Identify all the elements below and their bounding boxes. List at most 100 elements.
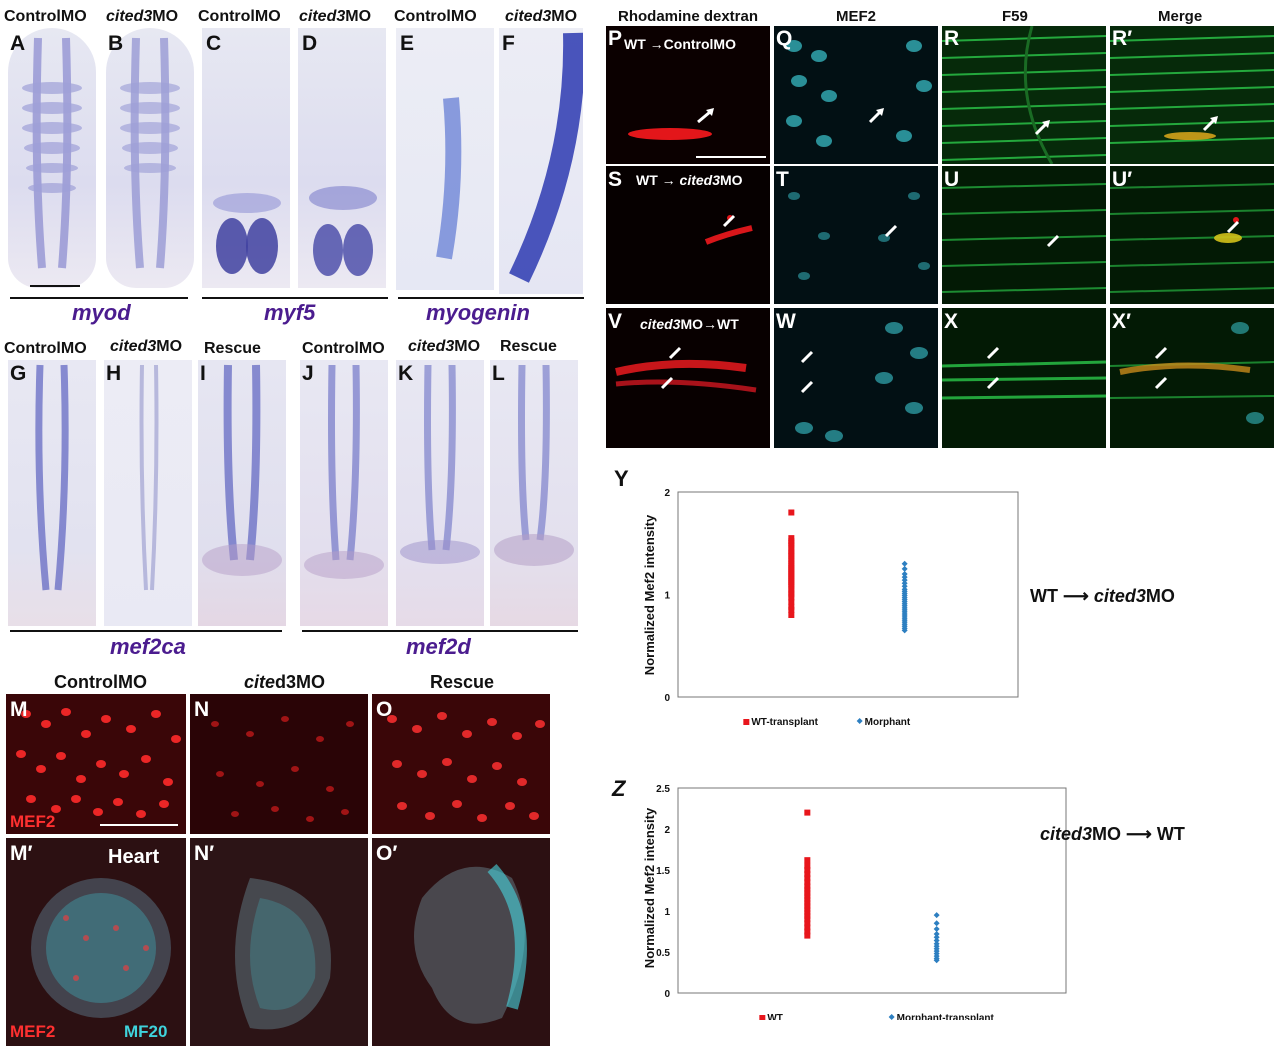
data-point [804,809,811,816]
data-point [788,583,795,590]
data-point [804,879,811,886]
panel-letter-k: K [398,362,414,385]
embryo-stain [22,37,82,269]
legend-marker [743,719,750,725]
merge-overlay [1110,183,1274,293]
heart-stain [31,878,171,1018]
header-rescue-o: Rescue [430,672,495,692]
embryo-stain [35,364,69,591]
label-control-a: ControlMO [4,8,87,25]
panel-letter-g: G [10,362,27,385]
data-point [901,560,908,567]
label-cited-f: cited3MO [505,8,578,25]
data-point [804,906,811,913]
y-axis-label-z: Normalized Mef2 intensity [642,807,657,968]
col-header-f59: F59 [1002,8,1028,25]
mef2-nuclei [786,40,932,147]
panel-letter-w: W [776,310,796,333]
rule-mef2d [302,630,578,632]
panel-letter-b: B [108,32,124,55]
panel-letter-m: M [10,698,28,721]
merge-overlay [1110,322,1274,424]
panel-letter-q: Q [776,27,793,50]
embryo-stain [494,364,574,566]
fluor-panel-op-heart-rescue [372,838,550,1046]
side-label-z: cited3MO ⟶ WT [1040,824,1185,844]
mef2-nuclei [387,712,545,822]
data-point [804,920,811,927]
ish-panel-j-mef2d-control [300,360,388,626]
data-point [788,612,795,618]
ish-panel-k-mef2d-cited [396,360,484,626]
panel-letter-c: C [206,32,222,55]
transplant-label-v: cited3MO→WT [640,316,739,332]
data-point [804,916,811,923]
data-point [804,896,811,903]
panel-letter-j: J [302,362,314,385]
embryo-stain [400,364,480,564]
panel-letter-z: Z [612,776,626,801]
label-cited-d: cited3MO [299,8,372,25]
panel-letter-i: I [200,362,206,385]
data-point [788,557,795,564]
data-point [804,871,811,878]
embryo-stain [213,193,281,274]
data-point [804,932,811,939]
side-label-y: WT ⟶ cited3MO [1030,586,1175,606]
gene-label-myf5: myf5 [264,300,316,325]
panel-letter-n: N [194,698,210,721]
stain-label-mf20: MF20 [124,1022,168,1041]
heart-stain [414,863,527,1024]
y-tick-label: 2.5 [656,784,670,795]
data-point [901,580,908,587]
embryo-stain [509,32,583,283]
data-point [804,912,811,919]
embryo-stain [202,364,282,576]
mef2-nuclei [211,716,354,822]
fluor-panel-m-mef2-control [6,694,186,834]
ish-panel-c-myf5-control [202,28,290,288]
rhodamine-cell [615,346,757,393]
panel-x-f59 [942,308,1106,448]
chart-y-scatter: Normalized Mef2 intensity 0 1 2 WT-transpl… [642,488,1019,728]
data-point [901,577,908,584]
col-header-rhodamine: Rhodamine dextran [618,8,759,25]
panel-up-merge [1110,166,1274,304]
label-control-g: ControlMO [4,340,87,357]
y-tick-label: 1 [664,591,670,602]
heart-stain [235,878,331,1030]
scale-bar-a [30,285,80,287]
panel-letter-u: U [944,168,960,191]
rule-myf5 [202,297,388,299]
label-cited-h: cited3MO [110,338,183,355]
panel-s-rhodamine [606,166,770,304]
panel-letter-up: U′ [1112,168,1133,191]
gene-label-myogenin: myogenin [426,300,530,325]
data-point [901,627,908,634]
data-point [804,899,811,906]
embryo-stain [139,364,159,591]
label-rescue-i: Rescue [204,340,261,357]
data-point [804,924,811,931]
data-point [804,867,811,873]
panel-letter-xp: X′ [1112,310,1132,333]
panel-w-mef2 [774,308,938,448]
data-point [933,957,940,964]
data-point [788,509,795,516]
legend-label: Morphant-transplant [897,1013,995,1020]
data-point [933,937,940,944]
data-point [933,930,940,937]
data-point [804,903,811,910]
data-point [804,875,811,882]
data-point [901,583,908,590]
stain-label-mef2-mp: MEF2 [10,1022,56,1041]
y-tick-label: 0 [664,693,670,704]
panel-xp-merge [1110,308,1274,448]
data-point [804,886,811,893]
plot-area-y [677,491,1019,698]
legend-label: Morphant [865,717,911,728]
data-point [901,571,908,577]
panel-u-f59 [942,166,1106,304]
f59-fibers [942,26,1106,164]
legend-label: WT [767,1013,783,1020]
